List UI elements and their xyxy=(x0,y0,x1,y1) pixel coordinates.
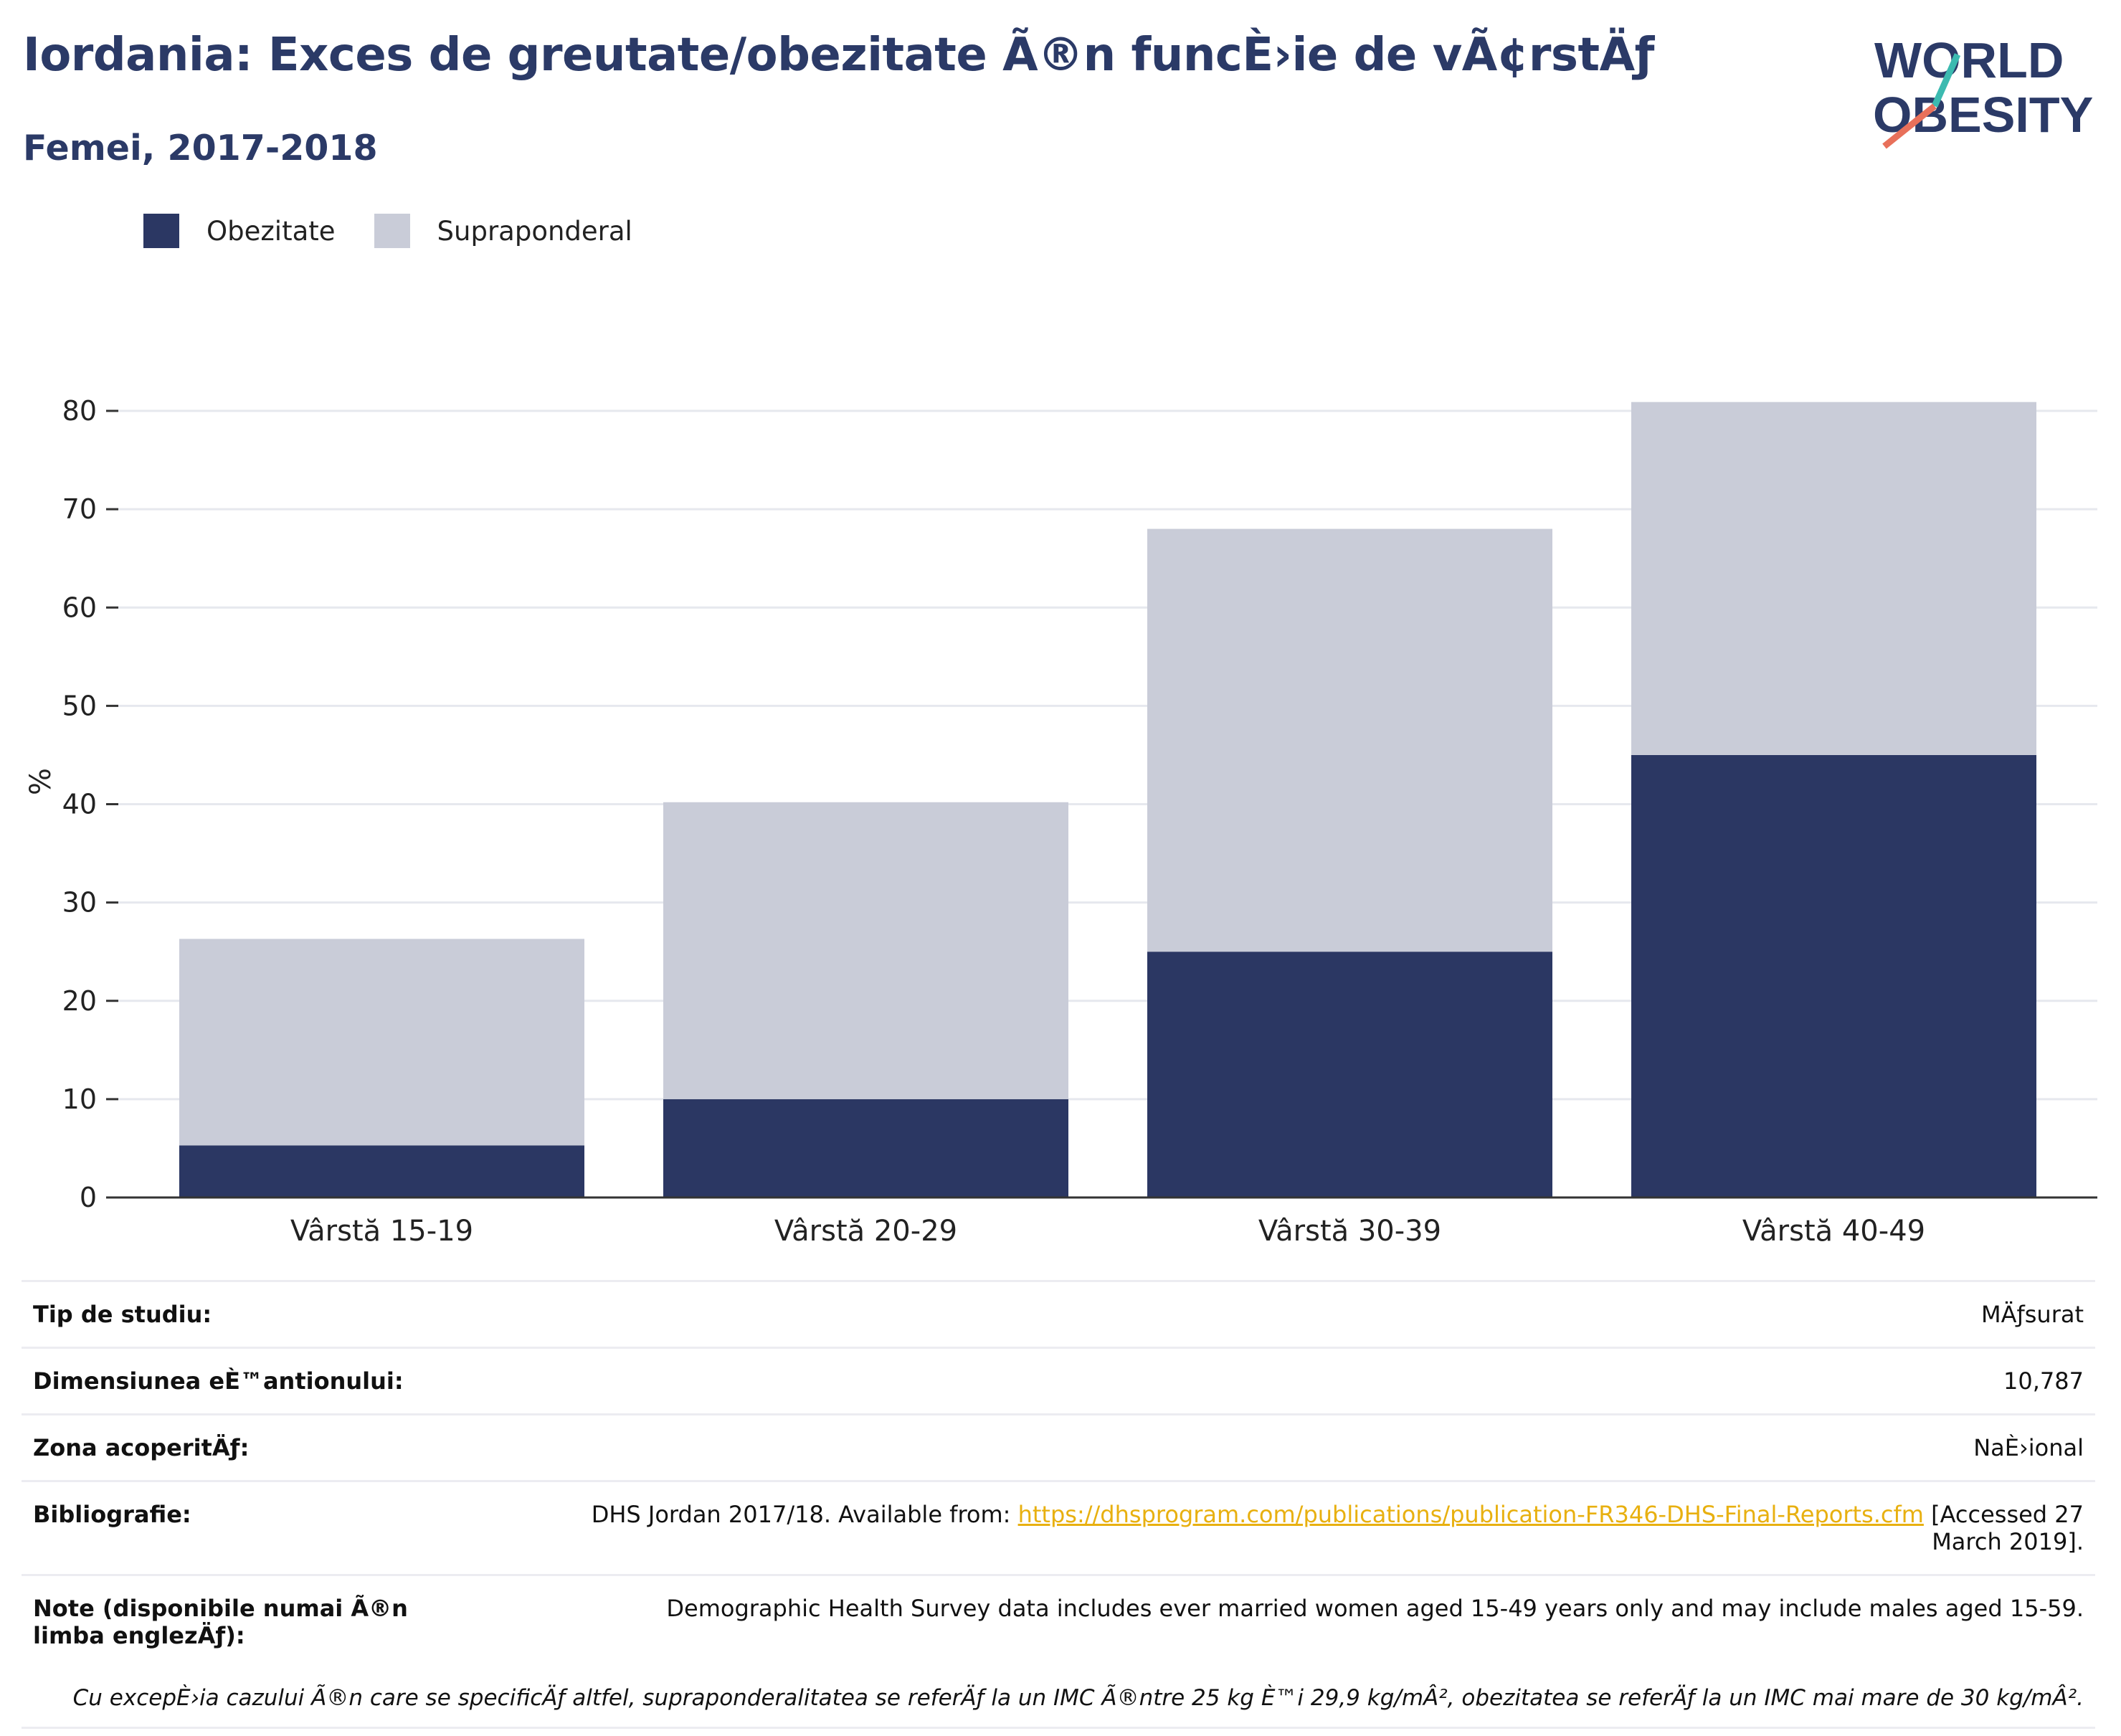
meta-label: Bibliografie: xyxy=(33,1501,191,1528)
bibliography-text: DHS Jordan 2017/18. Available from: http… xyxy=(578,1501,2084,1555)
world-obesity-logo: WORLD OBESITY xyxy=(1873,32,2093,149)
y-tick-label: 50 xyxy=(62,690,97,721)
legend-swatch-obesity xyxy=(143,214,179,248)
logo-line-1: WORLD xyxy=(1874,32,2064,88)
legend-swatch-overweight xyxy=(374,214,410,248)
bibliography-link[interactable]: https://dhsprogram.com/publications/publ… xyxy=(1017,1501,1924,1528)
x-tick-label: Vârstă 30-39 xyxy=(1258,1215,1441,1248)
definition-footnote: Cu excepÈ›ia cazului Ã®n care se specifi… xyxy=(22,1668,2095,1729)
meta-value: 10,787 xyxy=(2003,1367,2084,1395)
bar-overweight xyxy=(1631,402,2036,755)
logo-slash-red xyxy=(1882,103,1937,149)
bibliography-suffix: [Accessed 27 March 2019]. xyxy=(1923,1501,2084,1555)
metadata-table: Tip de studiu: MÄƒsurat Dimensiunea eÈ™a… xyxy=(22,1280,2095,1729)
legend-label-overweight: Supraponderal xyxy=(437,215,632,247)
bar-obesity xyxy=(1147,952,1552,1197)
bar-overweight xyxy=(1147,528,1552,952)
x-tick-label: Vârstă 15-19 xyxy=(290,1215,473,1248)
y-tick-label: 70 xyxy=(62,493,97,525)
meta-value: NaÈ›ional xyxy=(1973,1434,2084,1461)
bar-obesity xyxy=(663,1099,1068,1197)
y-tick-label: 20 xyxy=(62,985,97,1017)
x-tick-label: Vârstă 40-49 xyxy=(1742,1215,1925,1248)
axes: 0 10 20 30 40 50 60 70 80 Vârstă 15-19 Vârstă 20-2… xyxy=(62,395,2097,1248)
y-tick-label: 10 xyxy=(62,1083,97,1115)
y-tick-label: 30 xyxy=(62,887,97,919)
meta-row-coverage: Zona acoperitÄƒ: NaÈ›ional xyxy=(22,1413,2095,1480)
bar-overweight xyxy=(179,939,584,1146)
y-tick-label: 60 xyxy=(62,592,97,623)
meta-label: Tip de studiu: xyxy=(33,1301,212,1328)
x-tick-label: Vârstă 20-29 xyxy=(774,1215,957,1248)
bibliography-prefix: DHS Jordan 2017/18. Available from: xyxy=(591,1501,1018,1528)
chart-title: Iordania: Exces de greutate/obezitate Ã®… xyxy=(23,29,1654,82)
y-tick-label: 0 xyxy=(80,1182,97,1213)
legend-label-obesity: Obezitate xyxy=(207,215,336,247)
meta-value: MÄƒsurat xyxy=(1980,1301,2084,1328)
meta-value: Demographic Health Survey data includes … xyxy=(666,1595,2084,1622)
meta-row-sample-size: Dimensiunea eÈ™antionului: 10,787 xyxy=(22,1347,2095,1413)
bar-group xyxy=(179,402,2036,1197)
chart-subtitle: Femei, 2017-2018 xyxy=(23,128,378,169)
stacked-bar-chart: 0 10 20 30 40 50 60 70 80 Vârstă 15-19 Vârstă 20-2… xyxy=(24,395,2097,1248)
meta-label: Note (disponibile numai Ã®n limba englez… xyxy=(33,1595,408,1649)
logo-line-2: OBESITY xyxy=(1873,87,2093,143)
meta-label: Dimensiunea eÈ™antionului: xyxy=(33,1367,404,1395)
meta-row-bibliography: Bibliografie: DHS Jordan 2017/18. Availa… xyxy=(22,1480,2095,1574)
legend-item-obesity: Obezitate xyxy=(143,214,336,248)
legend-item-overweight: Supraponderal xyxy=(374,214,632,248)
y-tick-label: 40 xyxy=(62,789,97,820)
bar-overweight xyxy=(663,802,1068,1099)
chart-legend: Obezitate Supraponderal xyxy=(143,214,671,248)
bar-obesity xyxy=(179,1145,584,1197)
bar-obesity xyxy=(1631,754,2036,1197)
y-axis-label: % xyxy=(24,768,57,795)
meta-row-survey-type: Tip de studiu: MÄƒsurat xyxy=(22,1280,2095,1347)
meta-row-notes: Note (disponibile numai Ã®n limba englez… xyxy=(22,1574,2095,1668)
logo-slash-teal xyxy=(1931,53,1961,108)
y-tick-label: 80 xyxy=(62,395,97,427)
meta-label: Zona acoperitÄƒ: xyxy=(33,1434,250,1461)
